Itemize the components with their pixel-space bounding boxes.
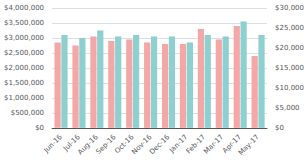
svg-text:Apr-17: Apr-17 bbox=[221, 133, 243, 155]
svg-text:Aug-16: Aug-16 bbox=[76, 133, 100, 157]
svg-text:Nov-16: Nov-16 bbox=[130, 133, 154, 157]
svg-text:$10,000: $10,000 bbox=[275, 84, 304, 92]
svg-text:$2,000,000: $2,000,000 bbox=[4, 64, 44, 72]
svg-text:$0: $0 bbox=[275, 124, 284, 132]
svg-text:May-17: May-17 bbox=[237, 133, 261, 157]
svg-text:Mar-17: Mar-17 bbox=[202, 133, 225, 156]
svg-text:$25,000: $25,000 bbox=[275, 24, 304, 32]
svg-text:Jun-16: Jun-16 bbox=[42, 133, 64, 155]
svg-text:$15,000: $15,000 bbox=[275, 64, 304, 72]
svg-text:$1,000,000: $1,000,000 bbox=[4, 94, 44, 102]
svg-text:Jan-17: Jan-17 bbox=[167, 133, 190, 155]
svg-text:$5,000: $5,000 bbox=[275, 104, 300, 112]
svg-text:$2,500,000: $2,500,000 bbox=[4, 49, 44, 57]
svg-text:$30,000: $30,000 bbox=[275, 4, 304, 12]
svg-text:$1,500,000: $1,500,000 bbox=[4, 79, 44, 87]
svg-text:$3,000,000: $3,000,000 bbox=[4, 34, 44, 42]
svg-text:$3,500,000: $3,500,000 bbox=[4, 19, 44, 27]
svg-text:Dec-16: Dec-16 bbox=[148, 133, 171, 156]
svg-text:$4,000,000: $4,000,000 bbox=[4, 4, 44, 12]
svg-text:Jul-16: Jul-16 bbox=[62, 133, 82, 153]
svg-text:Oct-16: Oct-16 bbox=[113, 133, 136, 156]
svg-text:Feb-17: Feb-17 bbox=[184, 133, 208, 156]
svg-text:Sep-16: Sep-16 bbox=[95, 133, 118, 156]
svg-text:$0: $0 bbox=[35, 124, 44, 132]
svg-text:$20,000: $20,000 bbox=[275, 44, 304, 52]
svg-text:$500,000: $500,000 bbox=[11, 109, 44, 117]
